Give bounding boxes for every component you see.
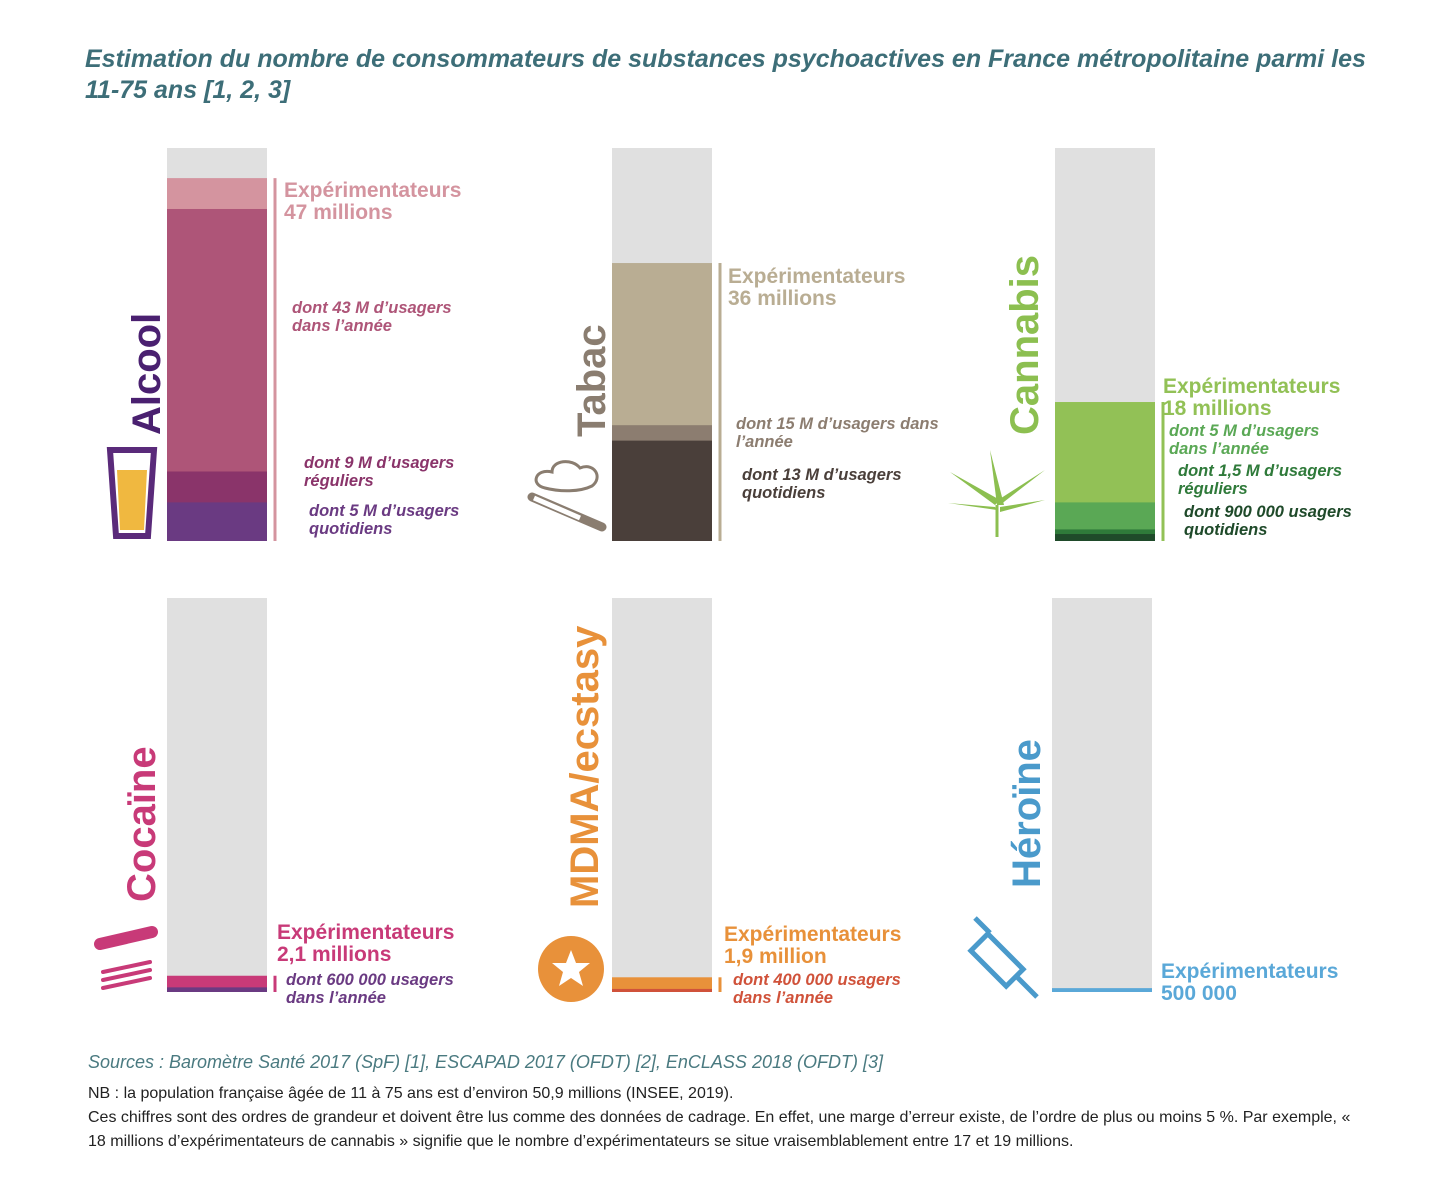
series-label: dont 400 000 usagers dans l’année — [733, 971, 933, 1007]
series-name: Expérimentateurs — [728, 265, 906, 288]
series-name: Expérimentateurs — [724, 923, 902, 946]
series-label: Expérimentateurs 500 000 — [1161, 961, 1401, 1005]
substance-name: Alcool — [125, 313, 169, 435]
series-name: dont 900 000 usagers quotidiens — [1184, 503, 1352, 539]
leaf-icon — [948, 450, 1045, 537]
substance-name: Cocaïne — [120, 746, 164, 902]
bar — [167, 502, 267, 541]
series-name: Expérimentateurs — [1163, 375, 1341, 398]
substance-name: MDMA/ecstasy — [563, 625, 607, 908]
series-label: Expérimentateurs 1,9 million — [724, 924, 964, 968]
substance-name: Cannabis — [1003, 255, 1047, 435]
notes: NB : la population française âgée de 11 … — [88, 1082, 1368, 1154]
bar-background — [1052, 598, 1152, 992]
series-label: dont 900 000 usagers quotidiens — [1184, 503, 1359, 539]
bar — [1052, 988, 1152, 992]
series-label: dont 13 M d’usagers quotidiens — [742, 466, 932, 502]
value-label: 47 millions — [284, 201, 393, 224]
value-label: 36 millions — [728, 287, 837, 310]
syringe-icon — [967, 916, 1039, 999]
series-name: Expérimentateurs — [277, 921, 455, 944]
series-label: Expérimentateurs 18 millions — [1163, 376, 1393, 420]
bar — [1055, 534, 1155, 541]
series-name: Expérimentateurs — [284, 179, 462, 202]
series-name: dont 600 000 usagers dans l’année — [286, 971, 454, 1007]
bar — [167, 987, 267, 992]
bar — [612, 440, 712, 541]
bar-background — [612, 598, 712, 992]
series-label: dont 43 M d’usagers dans l’année — [292, 299, 477, 335]
bar-background — [167, 598, 267, 992]
series-name: dont 15 M d’usagers dans l’année — [736, 415, 939, 451]
value-label: 18 millions — [1163, 397, 1272, 420]
series-label: Expérimentateurs 36 millions — [728, 266, 968, 310]
series-label: dont 9 M d’usagers réguliers — [304, 454, 474, 490]
beer-icon — [106, 447, 158, 539]
note: Ces chiffres sont des ordres de grandeur… — [88, 1109, 1351, 1150]
series-label: dont 600 000 usagers dans l’année — [286, 971, 486, 1007]
series-label: dont 15 M d’usagers dans l’année — [736, 415, 951, 451]
note: NB : la population française âgée de 11 … — [88, 1085, 734, 1102]
title: Estimation du nombre de consommateurs de… — [85, 45, 1366, 104]
value-label: 500 000 — [1161, 982, 1237, 1005]
value-label: 1,9 million — [724, 945, 827, 968]
series-label: dont 5 M d’usagers dans l’année — [1169, 422, 1339, 458]
series-name: dont 43 M d’usagers dans l’année — [292, 299, 452, 335]
bar — [612, 988, 712, 992]
sources: Sources : Baromètre Santé 2017 (SpF) [1]… — [88, 1052, 883, 1072]
series-label: dont 5 M d’usagers quotidiens — [309, 502, 499, 538]
cigarette-icon — [527, 460, 607, 532]
series-label: Expérimentateurs 2,1 millions — [277, 922, 517, 966]
bar — [612, 977, 712, 992]
series-label: dont 1,5 M d’usagers réguliers — [1178, 462, 1353, 498]
series-name: dont 5 M d’usagers dans l’année — [1169, 422, 1320, 458]
substance-name: Héroïne — [1005, 739, 1049, 888]
series-name: dont 13 M d’usagers quotidiens — [742, 466, 902, 502]
series-name: dont 400 000 usagers dans l’année — [733, 971, 901, 1007]
series-name: dont 1,5 M d’usagers réguliers — [1178, 462, 1343, 498]
series-name: dont 5 M d’usagers quotidiens — [309, 502, 460, 538]
star-icon — [538, 936, 604, 1002]
cocaine-icon — [94, 926, 158, 990]
substance-name: Tabac — [570, 324, 614, 437]
series-label: Expérimentateurs 47 millions — [284, 180, 524, 224]
series-name: dont 9 M d’usagers réguliers — [304, 454, 455, 490]
value-label: 2,1 millions — [277, 943, 392, 966]
series-name: Expérimentateurs — [1161, 960, 1339, 983]
